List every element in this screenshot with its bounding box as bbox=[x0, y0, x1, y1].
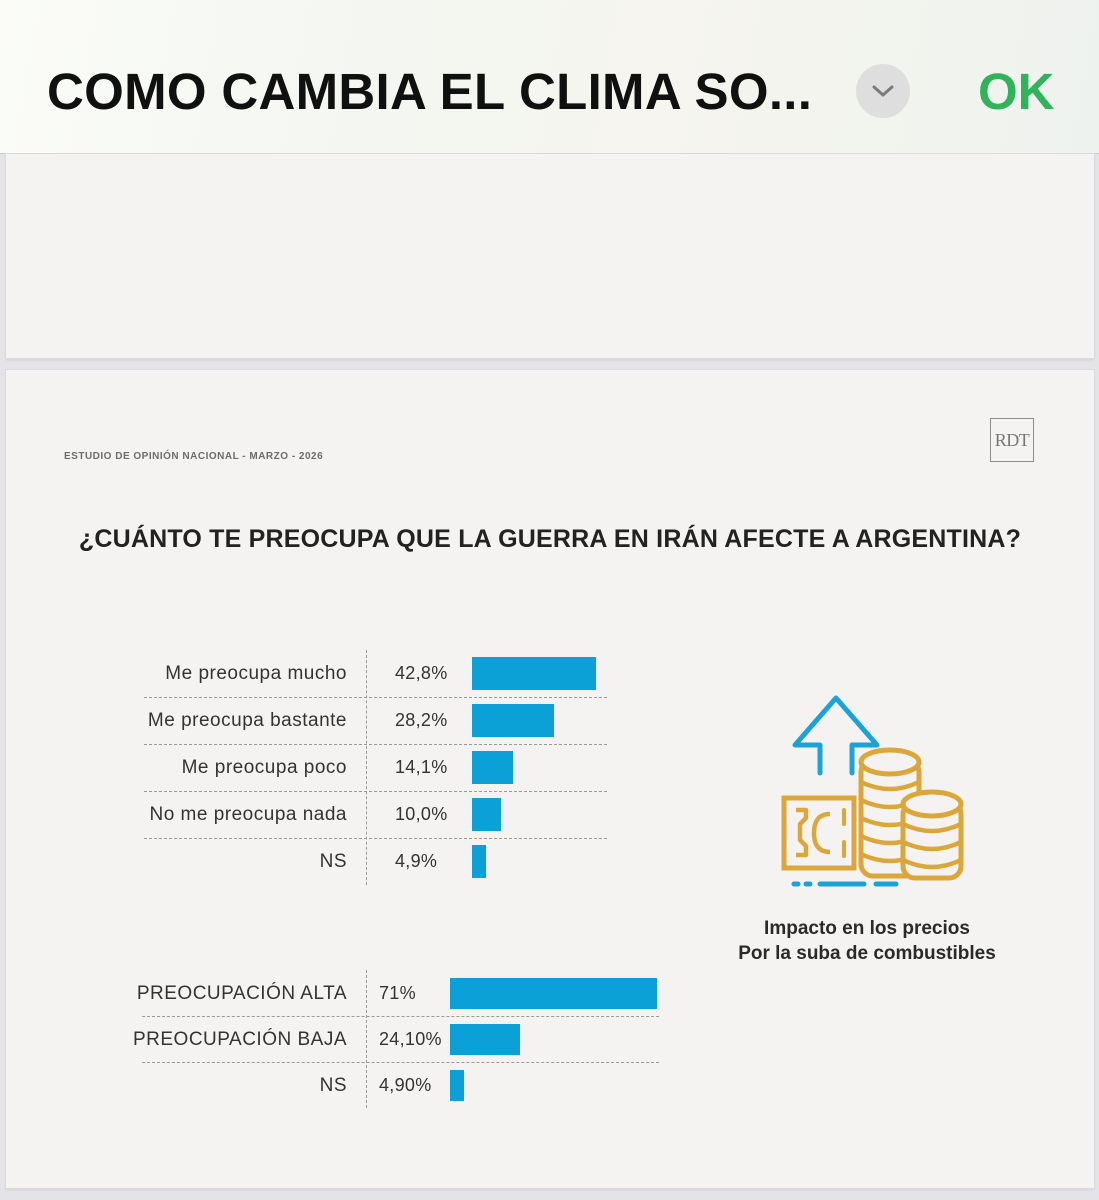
top-bar: COMO CAMBIA EL CLIMA SO... OK bbox=[0, 0, 1099, 154]
category-label: NS bbox=[319, 1074, 347, 1096]
bar bbox=[450, 1069, 465, 1101]
value-label: 4,9% bbox=[395, 851, 438, 871]
rdt-logo: RDT bbox=[990, 418, 1034, 462]
bar bbox=[472, 798, 501, 831]
caption-line-2: Por la suba de combustibles bbox=[738, 943, 996, 964]
column-divider bbox=[366, 650, 367, 885]
value-label: 42,8% bbox=[395, 663, 448, 683]
category-label: NS bbox=[319, 850, 347, 872]
value-label: 14,1% bbox=[395, 757, 448, 777]
bar bbox=[472, 657, 597, 690]
category-label: Me preocupa mucho bbox=[165, 662, 347, 684]
document-title: COMO CAMBIA EL CLIMA SO... bbox=[47, 63, 813, 120]
bar-row: Me preocupa poco 14,1% bbox=[6, 744, 1094, 791]
category-label: PREOCUPACIÓN BAJA bbox=[132, 1028, 347, 1050]
row-divider bbox=[144, 791, 607, 792]
row-divider bbox=[144, 744, 607, 745]
value-label: 24,10% bbox=[379, 1029, 442, 1049]
price-increase-icon bbox=[781, 695, 964, 887]
icon-caption: Impacto en los precios Por la suba de co… bbox=[706, 916, 1028, 966]
previous-page bbox=[6, 154, 1094, 358]
value-label: 10,0% bbox=[395, 804, 448, 824]
slide-page: ESTUDIO DE OPINIÓN NACIONAL - MARZO - 20… bbox=[6, 370, 1094, 1188]
bar-row: PREOCUPACIÓN ALTA 71% bbox=[6, 970, 1094, 1017]
row-divider bbox=[144, 697, 607, 698]
value-label: 4,90% bbox=[379, 1075, 432, 1095]
bar bbox=[472, 704, 554, 737]
bar-row: NS 4,90% bbox=[6, 1062, 1094, 1109]
row-divider bbox=[144, 838, 607, 839]
bar-row: NS 4,9% bbox=[6, 838, 1094, 885]
caption-line-1: Impacto en los precios bbox=[764, 918, 970, 939]
title-menu-button[interactable] bbox=[856, 64, 910, 118]
bar-row: No me preocupa nada 10,0% bbox=[6, 791, 1094, 838]
ok-button[interactable]: OK bbox=[978, 63, 1055, 120]
value-label: 71% bbox=[379, 983, 416, 1003]
value-label: 28,2% bbox=[395, 710, 448, 730]
chevron-down-icon bbox=[872, 85, 894, 97]
bar bbox=[472, 845, 487, 878]
bar-row: Me preocupa mucho 42,8% bbox=[6, 650, 1094, 697]
row-divider bbox=[142, 1016, 659, 1017]
bar bbox=[450, 1023, 521, 1055]
study-label: ESTUDIO DE OPINIÓN NACIONAL - MARZO - 20… bbox=[64, 451, 324, 462]
bar bbox=[472, 751, 513, 784]
category-label: No me preocupa nada bbox=[149, 803, 347, 825]
column-divider bbox=[366, 970, 367, 1108]
category-label: Me preocupa bastante bbox=[147, 709, 347, 731]
survey-question: ¿CUÁNTO TE PREOCUPA QUE LA GUERRA EN IRÁ… bbox=[78, 525, 1022, 553]
row-divider bbox=[142, 1062, 659, 1063]
category-label: Me preocupa poco bbox=[181, 756, 347, 778]
bar bbox=[450, 977, 657, 1009]
bar-row: Me preocupa bastante 28,2% bbox=[6, 697, 1094, 744]
category-label: PREOCUPACIÓN ALTA bbox=[136, 982, 347, 1004]
bar-row: PREOCUPACIÓN BAJA 24,10% bbox=[6, 1016, 1094, 1063]
